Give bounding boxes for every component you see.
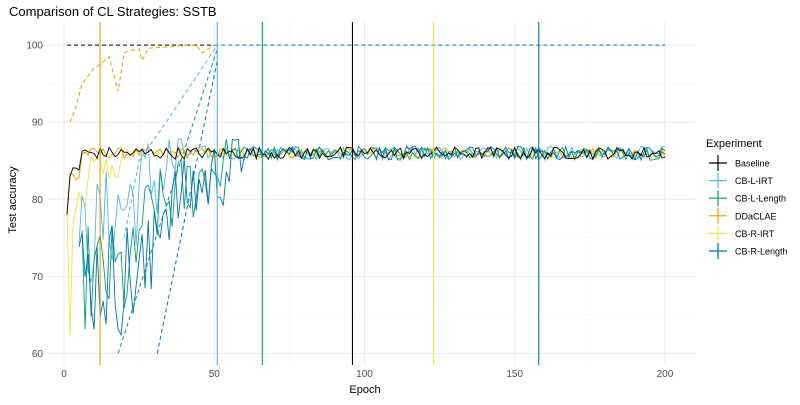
legend-item: CB-R-Length bbox=[709, 243, 788, 259]
y-axis-title: Test accuracy bbox=[7, 166, 19, 234]
x-tick-label: 0 bbox=[61, 369, 67, 380]
series-line-cb-r-irt bbox=[66, 146, 666, 336]
x-tick-label: 150 bbox=[506, 369, 523, 380]
chart-title: Comparison of CL Strategies: SSTB bbox=[9, 4, 217, 19]
legend-label: CB-L-IRT bbox=[735, 176, 773, 186]
dashed-line-cb-r-length bbox=[156, 60, 218, 354]
legend-label: CB-R-IRT bbox=[735, 229, 775, 239]
legend-item: CB-L-Length bbox=[709, 190, 786, 207]
plot-area bbox=[66, 44, 666, 354]
y-tick-label: 70 bbox=[32, 272, 44, 283]
y-tick-label: 100 bbox=[26, 41, 43, 52]
x-tick-label: 50 bbox=[209, 369, 221, 380]
legend-label: Baseline bbox=[735, 159, 770, 169]
y-tick-label: 60 bbox=[32, 349, 44, 360]
series-line-baseline bbox=[66, 145, 666, 215]
vertical-lines bbox=[99, 22, 540, 365]
dashed-line-ddaclae bbox=[69, 44, 215, 123]
x-tick-label: 200 bbox=[657, 369, 674, 380]
legend-label: DDaCLAE bbox=[735, 211, 777, 221]
dashed-line-cb-l-length bbox=[117, 48, 218, 354]
legend-title: Experiment bbox=[706, 138, 762, 150]
y-tick-label: 90 bbox=[32, 118, 44, 129]
grid bbox=[49, 22, 695, 365]
dashed-line-cb-l-irt bbox=[123, 44, 218, 238]
legend: Experiment Baseline CB-L-IRT CB-L-Length DD… bbox=[706, 138, 788, 259]
x-tick-label: 100 bbox=[356, 369, 373, 380]
x-axis-title: Epoch bbox=[349, 384, 380, 396]
legend-item: CB-R-IRT bbox=[709, 225, 775, 242]
legend-item: Baseline bbox=[709, 155, 770, 171]
legend-item: DDaCLAE bbox=[709, 207, 777, 224]
series-line-cb-r-length bbox=[78, 138, 666, 337]
legend-item: CB-L-IRT bbox=[709, 172, 773, 189]
legend-label: CB-R-Length bbox=[735, 247, 788, 257]
legend-label: CB-L-Length bbox=[735, 194, 786, 204]
axes: 0 50 100 150 200 60 70 80 90 100 bbox=[26, 41, 673, 380]
y-tick-label: 80 bbox=[32, 195, 44, 206]
